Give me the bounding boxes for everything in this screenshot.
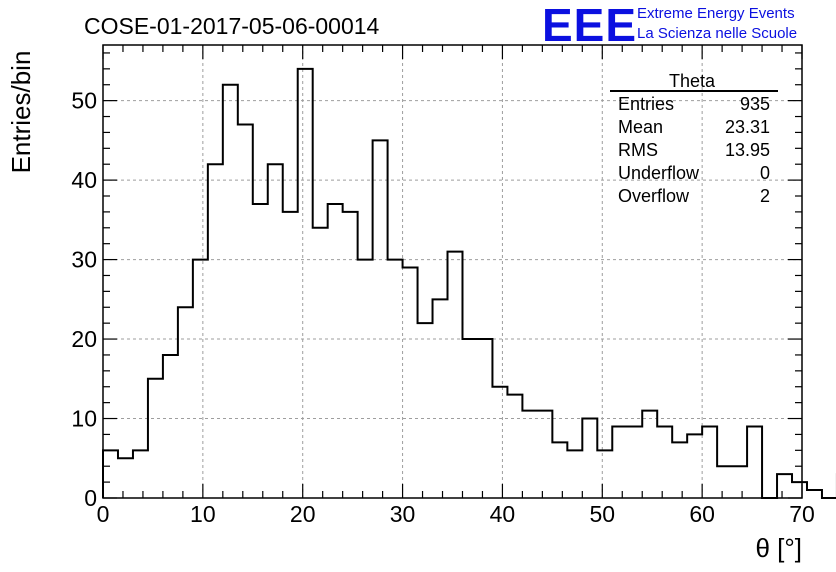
x-tick-label: 70 [789, 501, 815, 527]
y-axis-title: Entries/bin [6, 51, 36, 174]
x-tick-label: 20 [290, 501, 316, 527]
grid [103, 45, 802, 498]
stats-label-rms: RMS [618, 140, 658, 160]
stats-value-rms: 13.95 [725, 140, 770, 160]
y-tick-label: 50 [71, 88, 97, 114]
stats-value-underflow: 0 [760, 163, 770, 183]
y-tick-label: 10 [71, 406, 97, 432]
stats-label-underflow: Underflow [618, 163, 700, 183]
y-tick-label: 20 [71, 326, 97, 352]
x-tick-label: 0 [97, 501, 110, 527]
stats-box: Theta Entries 935 Mean 23.31 RMS 13.95 U… [610, 71, 778, 206]
x-tick-label: 60 [689, 501, 715, 527]
logo: EEE Extreme Energy Events La Scienza nel… [542, 0, 797, 51]
stats-title: Theta [669, 71, 716, 91]
stats-value-mean: 23.31 [725, 117, 770, 137]
x-axis-title: θ [°] [755, 533, 802, 563]
x-tick-label: 10 [190, 501, 216, 527]
logo-line-1: Extreme Energy Events [637, 5, 795, 22]
x-tick-label: 40 [490, 501, 516, 527]
y-tick-label: 0 [84, 485, 97, 511]
y-tick-label: 40 [71, 167, 97, 193]
plot-frame [102, 44, 803, 499]
chart-title: COSE-01-2017-05-06-00014 [84, 13, 380, 39]
stats-label-entries: Entries [618, 94, 674, 114]
logo-line-2: La Scienza nelle Scuole [637, 25, 797, 42]
stats-label-mean: Mean [618, 117, 663, 137]
y-tick-label: 30 [71, 247, 97, 273]
stats-value-entries: 935 [740, 94, 770, 114]
x-tick-label: 50 [589, 501, 615, 527]
x-tick-label: 30 [390, 501, 416, 527]
logo-letters: EEE [542, 0, 637, 51]
histogram-outline [102, 67, 836, 499]
stats-value-overflow: 2 [760, 186, 770, 206]
stats-rows: Entries 935 Mean 23.31 RMS 13.95 Underfl… [618, 94, 770, 206]
stats-label-overflow: Overflow [618, 186, 690, 206]
